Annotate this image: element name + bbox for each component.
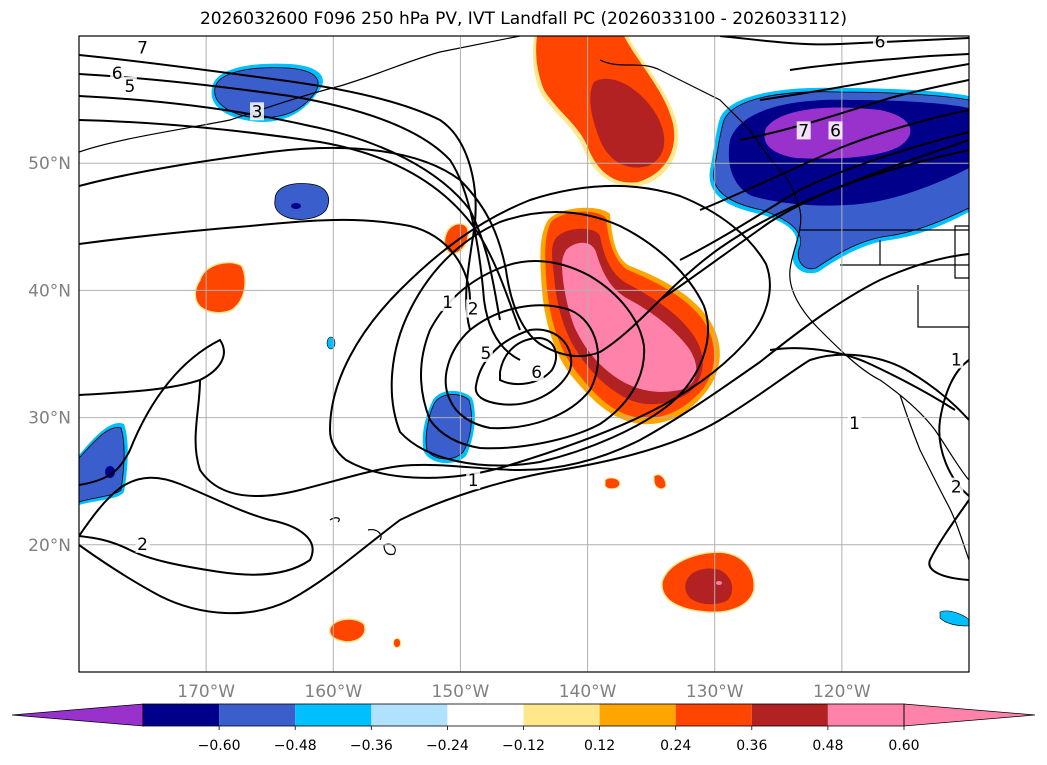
contour-label-bg: [466, 299, 481, 318]
contour-label-bg: [847, 413, 862, 432]
map-frame: [78, 35, 970, 673]
contour-label: 5: [480, 344, 491, 364]
colorbar-swatch: [523, 704, 600, 726]
colorbar-swatch: [219, 704, 296, 726]
contour-label: 1: [442, 293, 453, 313]
colorbar-tick-label: 0.48: [812, 738, 843, 754]
contour-label-bg: [828, 121, 843, 140]
colorbar-tick-label: 0.60: [888, 738, 919, 754]
longitude-labels: 170°W 160°W 150°W 140°W 130°W 120°W: [177, 682, 871, 702]
contour-label: 6: [875, 32, 886, 52]
contour-label-bg: [135, 38, 150, 57]
pc-shading: [79, 36, 969, 649]
colorbar-tick-label: 0.36: [736, 738, 767, 754]
pc-negative-region-small: [274, 183, 329, 220]
contour-label-bg: [110, 64, 125, 83]
contour-label-bg: [440, 293, 455, 312]
contour-label: 7: [798, 121, 809, 141]
contour-label: 6: [830, 121, 841, 141]
colorbar-tick-label: 0.24: [660, 738, 691, 754]
pc-positive-region-west: [194, 261, 246, 314]
pv-contours: [79, 36, 969, 615]
colorbar-swatch: [447, 704, 524, 726]
coastlines: [79, 36, 969, 561]
colorbar-swatch: [295, 704, 372, 726]
colorbar-tick-label: −0.12: [502, 738, 545, 754]
colorbar-extend-min: [11, 703, 144, 727]
colorbar-tick-label: −0.24: [426, 738, 469, 754]
contour-label: 1: [849, 414, 860, 434]
colorbar-tick-label: −0.60: [198, 738, 241, 754]
contour-label-bg: [529, 363, 544, 382]
contour-label: 1: [951, 350, 962, 370]
contour-label: 1: [468, 471, 479, 491]
contour-label-bg: [949, 350, 964, 369]
contour-label: 5: [124, 77, 135, 97]
chart-title: 2026032600 F096 250 hPa PV, IVT Landfall…: [199, 9, 847, 29]
lat-tick-label: 20°N: [28, 536, 71, 556]
contour-label-bg: [949, 477, 964, 496]
contour-label-bg: [796, 121, 811, 140]
colorbar-extend-max: [903, 703, 1036, 727]
colorbar-swatch: [675, 704, 752, 726]
contour-label: 3: [252, 102, 263, 122]
colorbar-swatch: [143, 704, 220, 726]
contour-label-bg: [122, 76, 137, 95]
contour-label-bg: [873, 36, 887, 51]
lat-tick-label: 50°N: [28, 154, 71, 174]
contour-label-bg: [135, 534, 150, 553]
contour-label: 2: [951, 478, 962, 498]
colorbar-swatch: [371, 704, 448, 726]
lon-tick-label: 120°W: [813, 682, 871, 702]
lon-tick-label: 140°W: [559, 682, 617, 702]
lon-tick-label: 160°W: [304, 682, 362, 702]
contour-label-bg: [478, 344, 493, 362]
lat-tick-label: 30°N: [28, 409, 71, 429]
lon-tick-label: 130°W: [686, 682, 744, 702]
lat-tick-label: 40°N: [28, 281, 71, 301]
colorbar-swatch: [751, 704, 828, 726]
contour-label: 6: [531, 363, 542, 383]
colorbar: −0.60 −0.48 −0.36 −0.24 −0.12 0.12 0.24 0.36 0.4…: [11, 703, 1036, 754]
colorbar-tick-label: −0.36: [350, 738, 393, 754]
contour-label: 6: [112, 64, 123, 84]
colorbar-tick-label: −0.48: [274, 738, 317, 754]
contour-label: 7: [137, 39, 148, 59]
contour-label-bg: [250, 102, 264, 121]
colorbar-swatch: [827, 704, 904, 726]
contour-label: 2: [137, 535, 148, 555]
contour-label: 2: [468, 299, 479, 319]
colorbar-tick-label: 0.12: [584, 738, 615, 754]
lon-tick-label: 150°W: [432, 682, 490, 702]
latitude-labels: 50°N 40°N 30°N 20°N: [28, 154, 71, 556]
contour-label-bg: [466, 471, 481, 490]
lon-tick-label: 170°W: [177, 682, 235, 702]
colorbar-swatch: [599, 704, 676, 726]
